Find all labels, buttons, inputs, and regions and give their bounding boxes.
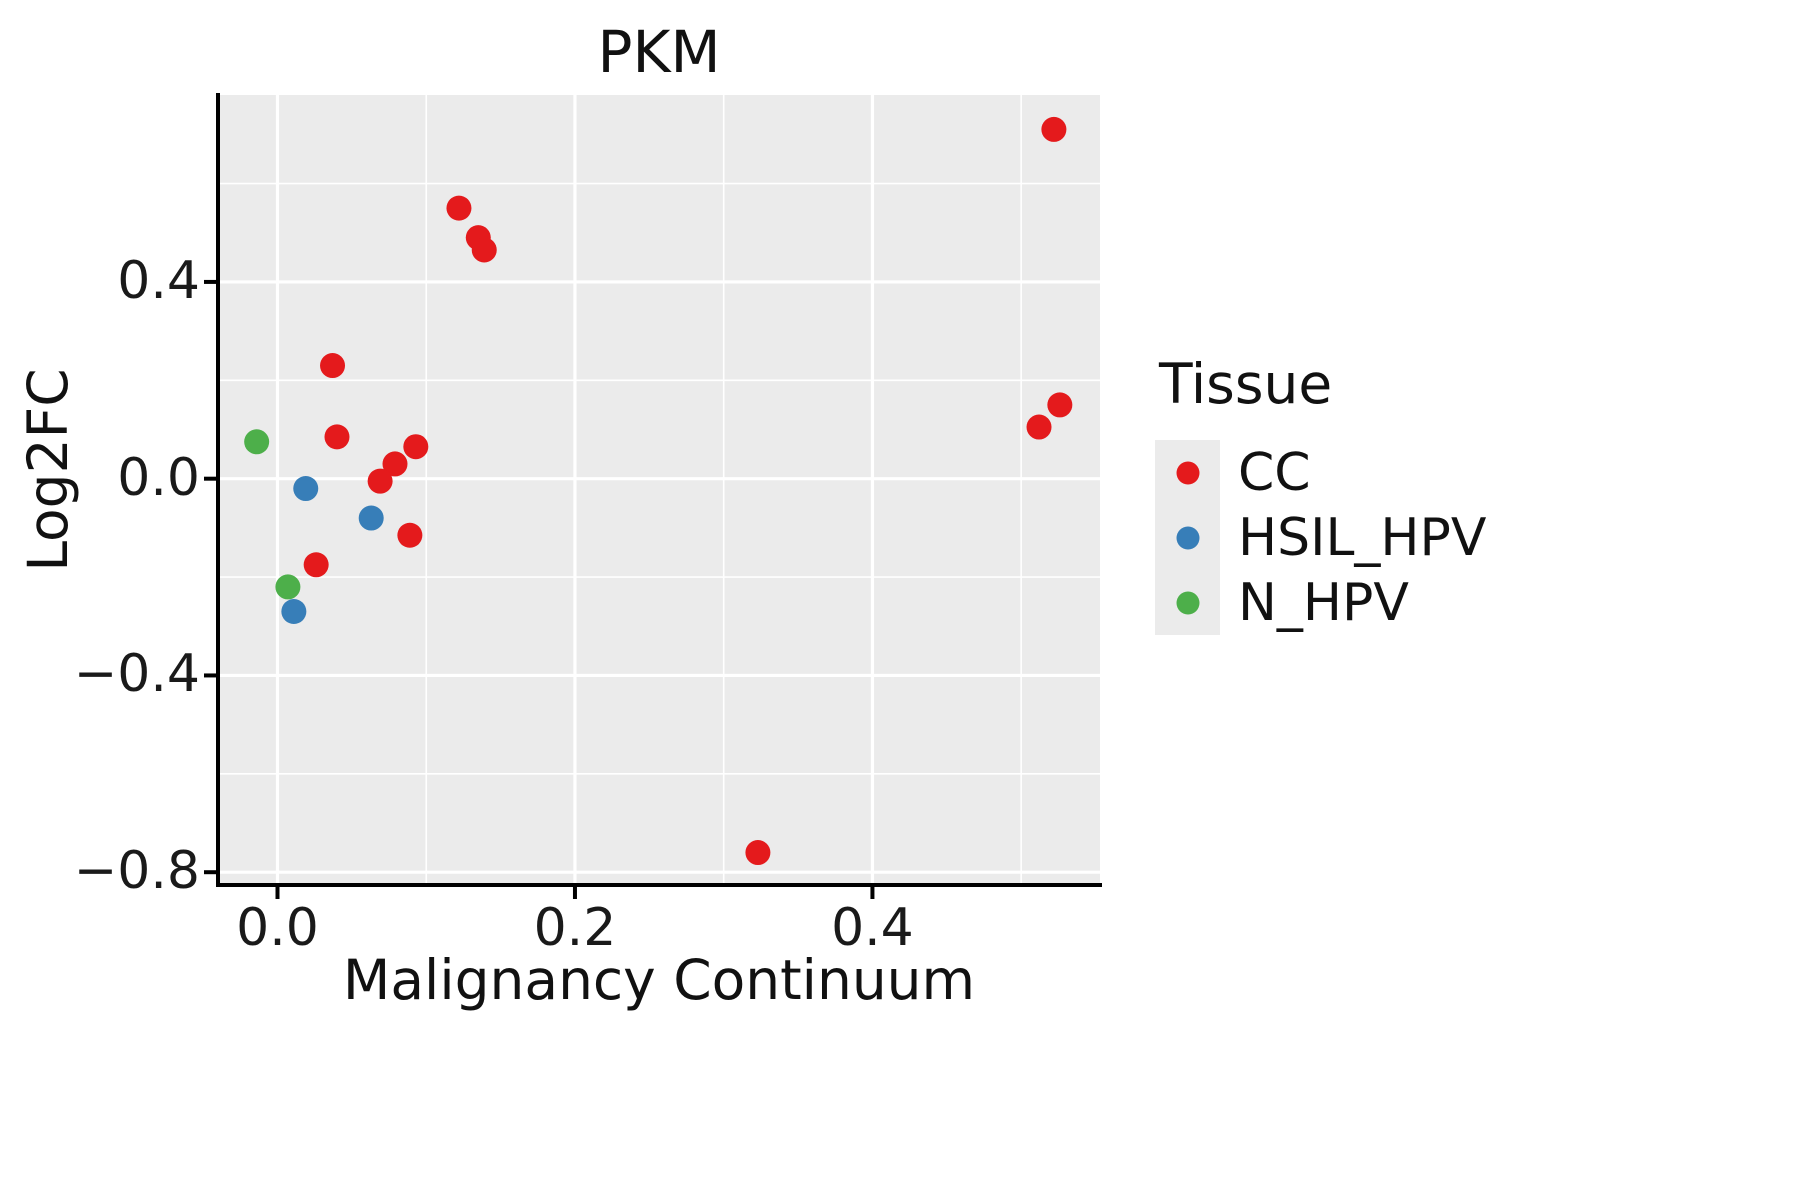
data-point-cc bbox=[320, 353, 346, 379]
data-point-cc bbox=[303, 552, 329, 578]
x-tick-label: 0.4 bbox=[831, 898, 914, 958]
data-point-cc bbox=[1026, 414, 1052, 440]
data-point-cc bbox=[1041, 116, 1067, 142]
legend-item-n_hpv: N_HPV bbox=[1155, 570, 1486, 635]
legend-key bbox=[1155, 440, 1220, 505]
data-point-hsil_hpv bbox=[293, 476, 319, 502]
data-point-cc bbox=[367, 468, 393, 494]
x-axis-label: Malignancy Continuum bbox=[342, 948, 976, 1012]
y-tick-label: −0.8 bbox=[73, 841, 200, 902]
legend-title: Tissue bbox=[1159, 352, 1333, 416]
y-tick-label: 0.0 bbox=[117, 447, 200, 508]
data-point-cc bbox=[382, 451, 408, 477]
data-point-cc bbox=[471, 237, 497, 263]
data-point-cc bbox=[1047, 392, 1073, 418]
x-tick-label: 0.2 bbox=[533, 898, 617, 958]
legend-key bbox=[1155, 570, 1220, 635]
chart-title: PKM bbox=[597, 18, 721, 86]
data-point-cc bbox=[324, 424, 350, 450]
data-point-hsil_hpv bbox=[358, 505, 384, 531]
y-tick-label: −0.4 bbox=[73, 644, 200, 705]
data-point-n_hpv bbox=[244, 429, 270, 455]
legend-item-hsil_hpv: HSIL_HPV bbox=[1155, 505, 1486, 570]
plot-panel bbox=[218, 95, 1100, 885]
data-point-cc bbox=[745, 840, 771, 866]
legend-item-cc: CC bbox=[1155, 440, 1486, 505]
data-point-cc bbox=[403, 434, 429, 460]
legend-dot-icon bbox=[1176, 526, 1199, 549]
data-point-n_hpv bbox=[275, 574, 301, 600]
legend-label: CC bbox=[1238, 442, 1311, 503]
y-tick-label: 0.4 bbox=[117, 250, 200, 311]
legend-items: CC HSIL_HPV N_HPV bbox=[1155, 440, 1486, 635]
legend-dot-icon bbox=[1176, 461, 1199, 484]
x-tick-label: 0.0 bbox=[236, 898, 319, 958]
data-point-cc bbox=[397, 522, 423, 548]
data-point-hsil_hpv bbox=[281, 599, 307, 625]
legend-label: HSIL_HPV bbox=[1238, 507, 1487, 568]
legend-key bbox=[1155, 505, 1220, 570]
legend-label: N_HPV bbox=[1238, 572, 1409, 633]
legend-dot-icon bbox=[1176, 591, 1199, 614]
legend: Tissue CC HSIL_HPV N_HPV bbox=[1155, 352, 1486, 635]
data-point-cc bbox=[446, 195, 472, 221]
